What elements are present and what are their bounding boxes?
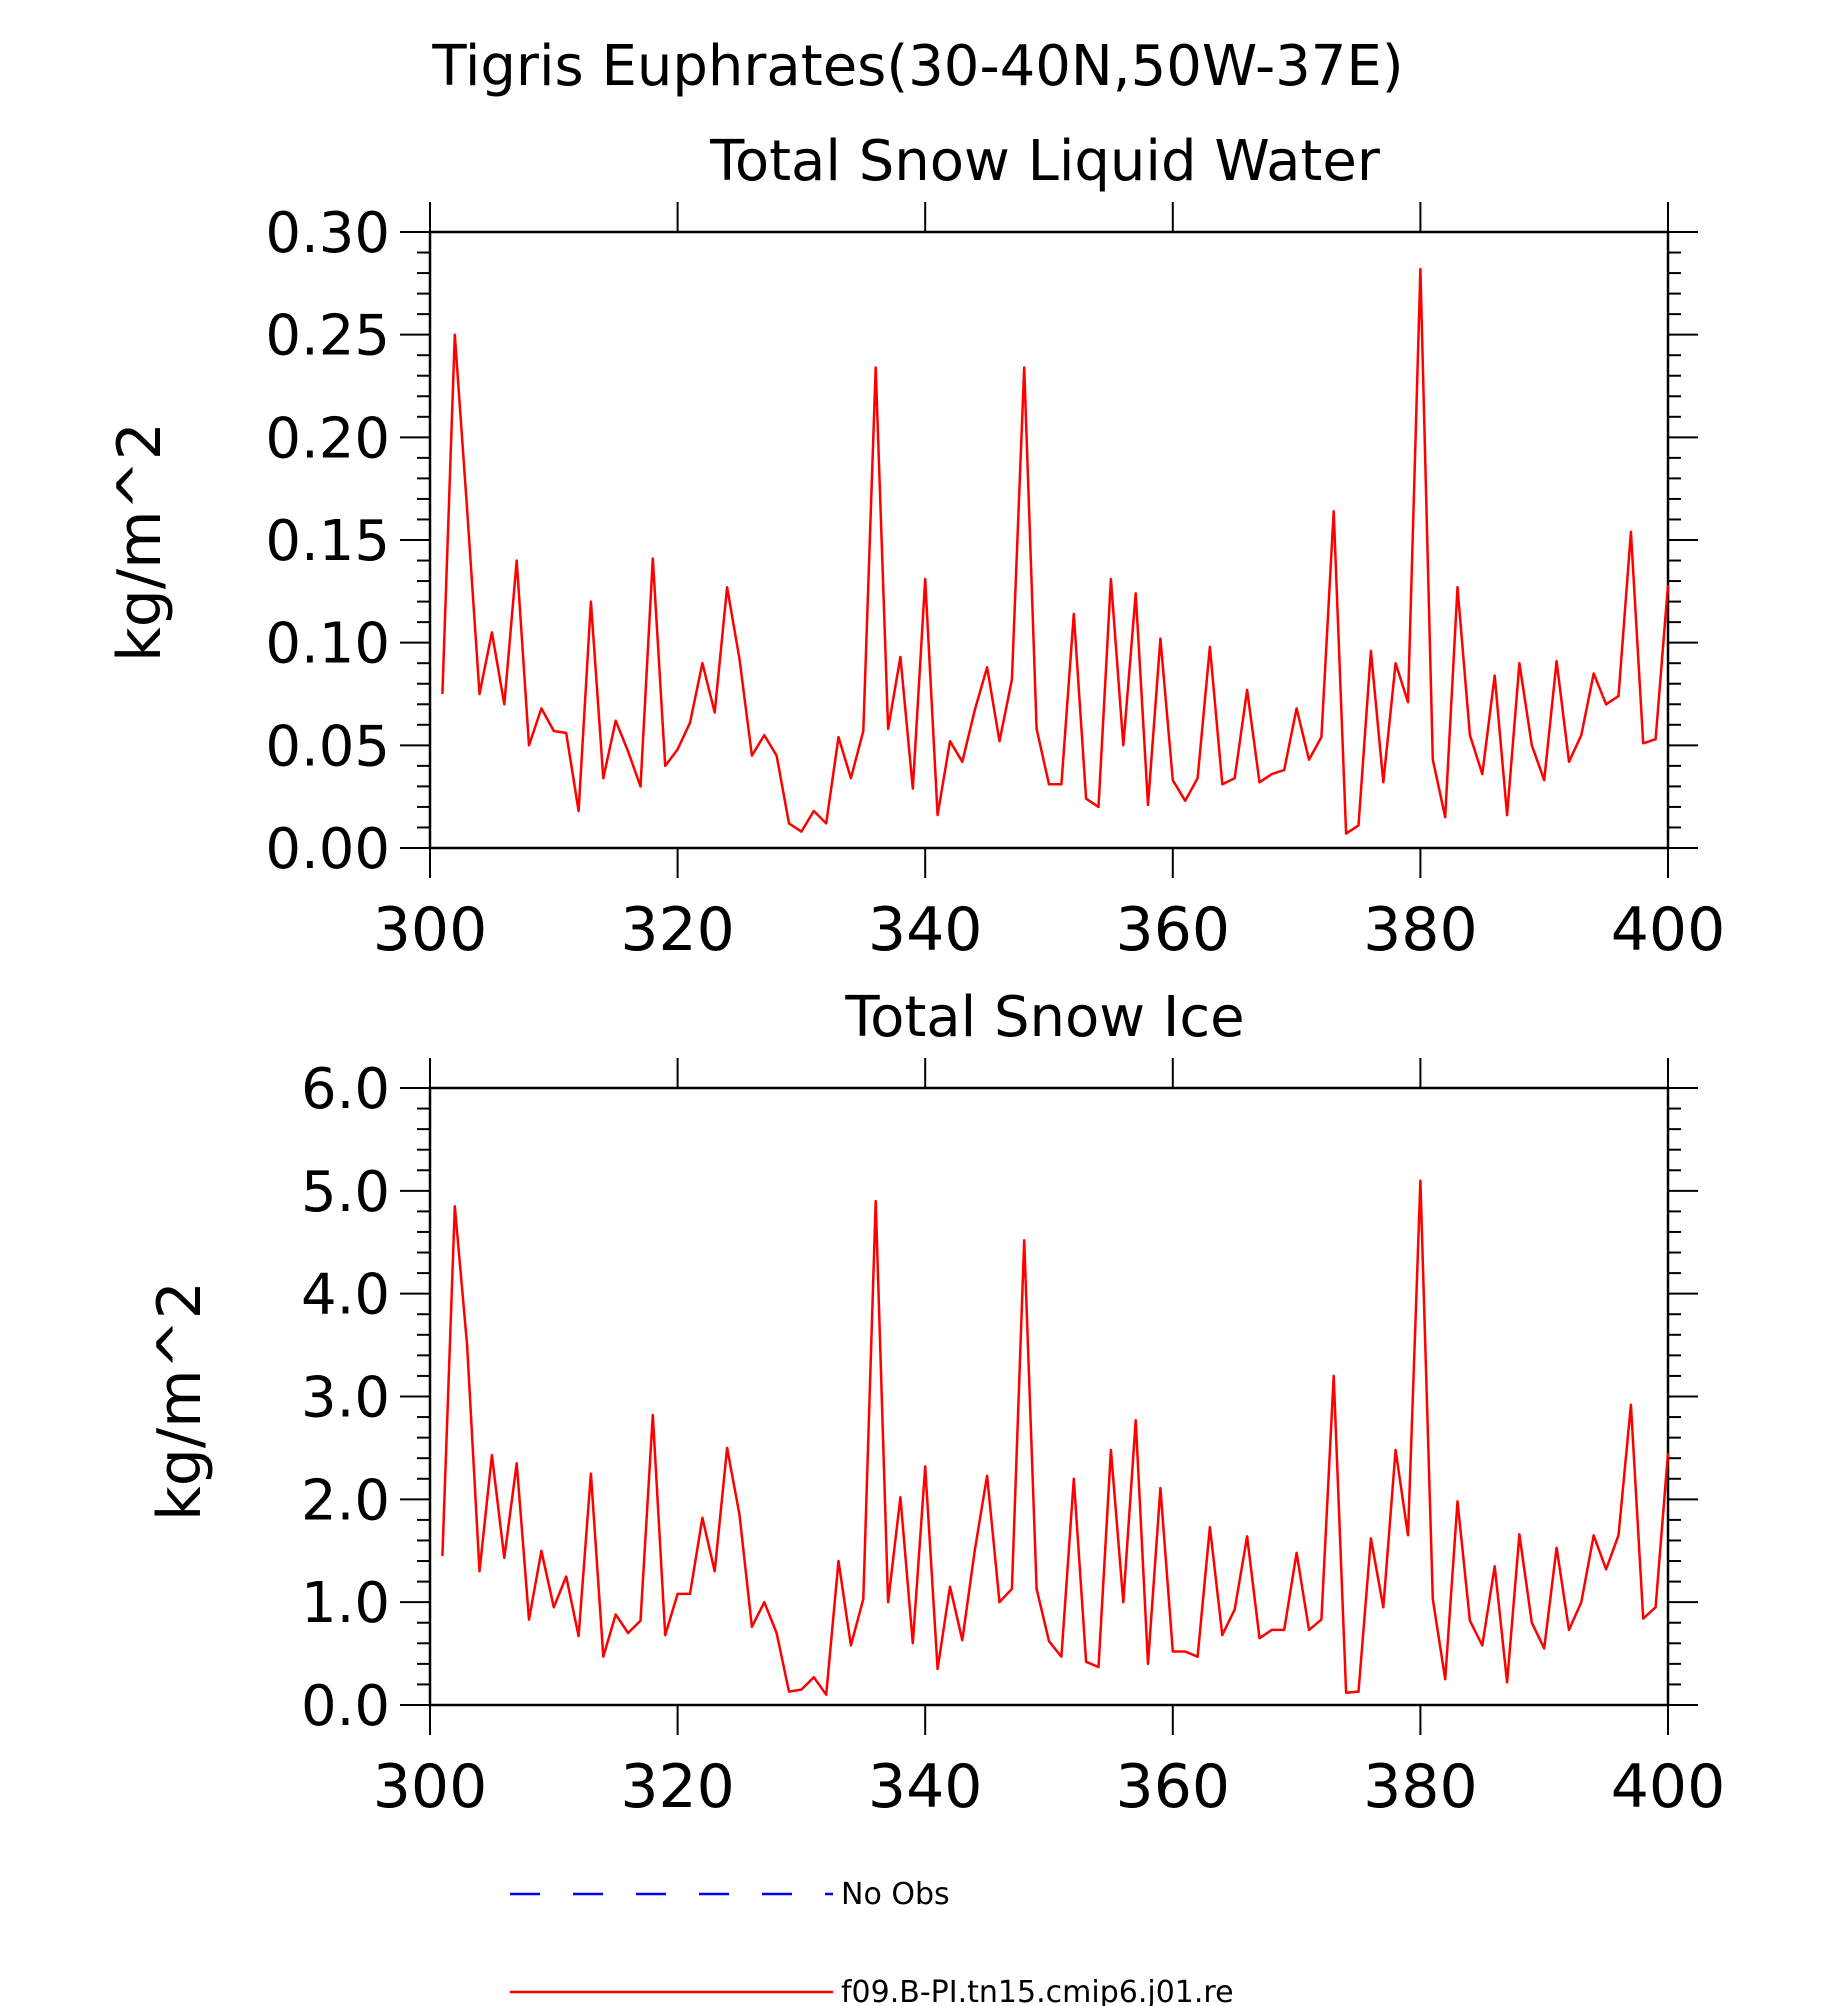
panel-snow-liquid-water: Total Snow Liquid Water kg/m^2 0.00 0.05 0… [105, 129, 1725, 965]
y-tick-label: 0.15 [265, 509, 390, 574]
x-tick-label: 340 [868, 895, 983, 965]
figure-title: Tigris Euphrates(30-40N,50W-37E) [431, 34, 1403, 99]
x-tick-label: 400 [1611, 895, 1726, 965]
y-tick-label: 2.0 [301, 1468, 390, 1533]
x-tick-label: 380 [1363, 1752, 1478, 1822]
y-tick-label: 0.05 [265, 714, 390, 779]
x-tick-label: 400 [1611, 1752, 1726, 1822]
y-tick-label: 0.20 [265, 406, 390, 471]
y-axis-label: kg/m^2 [145, 1281, 215, 1521]
panel-title: Total Snow Liquid Water [709, 129, 1381, 194]
y-axis-label: kg/m^2 [105, 422, 175, 662]
series-line [441, 1179, 1670, 1696]
x-tick-label: 300 [373, 895, 488, 965]
y-tick-label: 5.0 [301, 1160, 390, 1225]
series-line [441, 267, 1670, 835]
x-tick-label: 380 [1363, 895, 1478, 965]
y-tick-label: 0.10 [265, 612, 390, 677]
y-tick-label: 1.0 [301, 1571, 390, 1636]
y-tick-label: 4.0 [301, 1263, 390, 1328]
x-tick-label: 320 [620, 895, 735, 965]
legend-label-no-obs: No Obs [841, 1877, 950, 1912]
y-tick-label: 0.25 [265, 304, 390, 369]
plot-frame [428, 1086, 1670, 1707]
x-tick-label: 320 [620, 1752, 735, 1822]
x-tick-label: 360 [1116, 1752, 1231, 1822]
x-tick-label: 360 [1116, 895, 1231, 965]
y-tick-label: 0.0 [301, 1674, 390, 1739]
x-tick-label: 340 [868, 1752, 983, 1822]
y-tick-label: 3.0 [301, 1366, 390, 1431]
plot-frame [428, 230, 1670, 850]
panel-snow-ice: Total Snow Ice kg/m^2 0.0 1.0 2.0 3.0 4.0 5.0… [145, 985, 1725, 1822]
y-tick-label: 0.00 [265, 817, 390, 882]
x-tick-label: 300 [373, 1752, 488, 1822]
y-tick-label: 0.30 [265, 201, 390, 266]
y-tick-label: 6.0 [301, 1057, 390, 1122]
legend-label-model: f09.B-PI.tn15.cmip6.j01.re [841, 1975, 1234, 2006]
panel-title: Total Snow Ice [844, 985, 1244, 1050]
legend: No Obs f09.B-PI.tn15.cmip6.j01.re [510, 1877, 1234, 2006]
